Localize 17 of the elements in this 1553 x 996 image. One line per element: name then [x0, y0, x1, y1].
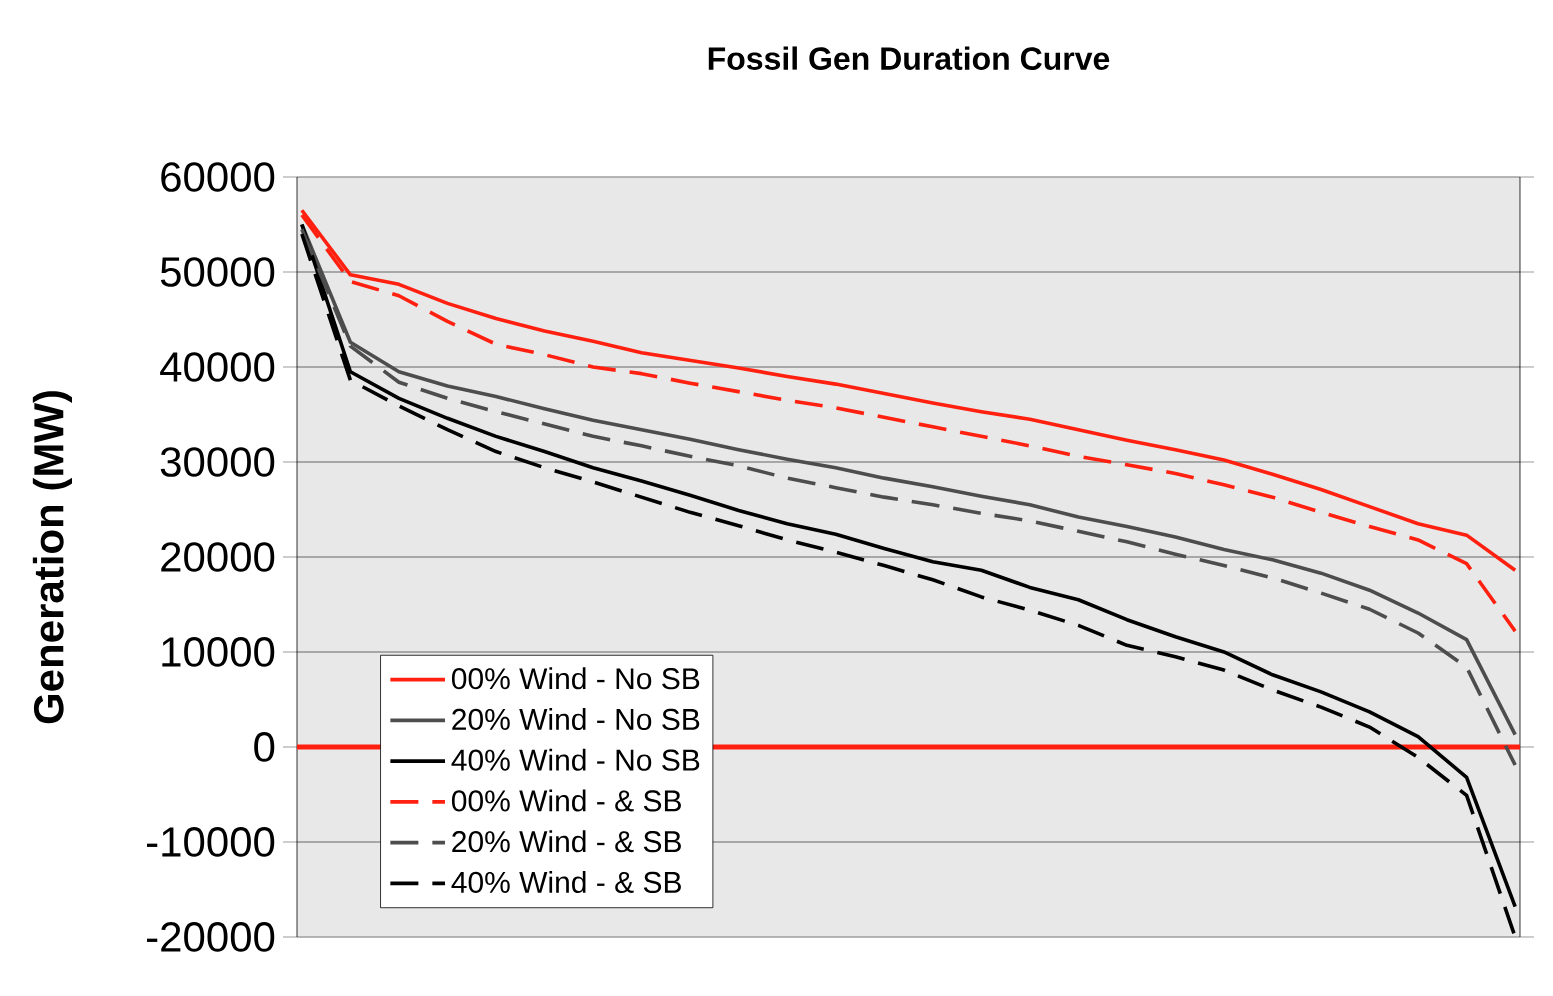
y-tick-label: 20000 [161, 542, 275, 572]
y-tick-label: -10000 [147, 827, 275, 857]
y-axis-title: Generation (MW) [32, 391, 72, 724]
y-tick-label: 50000 [160, 257, 275, 287]
legend-label: 40% Wind - No SB [451, 748, 700, 771]
y-tick-label: 10000 [162, 637, 275, 667]
legend-label: 00% Wind - No SB [451, 667, 700, 690]
y-tick-label: 60000 [161, 162, 275, 192]
legend-label: 00% Wind - & SB [451, 789, 681, 812]
y-tick-label: 0 [254, 732, 275, 762]
legend-label: 20% Wind - & SB [452, 830, 681, 853]
y-tick-label: 30000 [160, 447, 275, 477]
legend-label: 20% Wind - No SB [452, 708, 700, 731]
chart-title: Fossil Gen Duration Curve [708, 46, 1110, 70]
y-tick-label: -20000 [147, 922, 275, 952]
y-tick-label: 40000 [160, 352, 275, 382]
legend-label: 40% Wind - & SB [451, 870, 681, 893]
